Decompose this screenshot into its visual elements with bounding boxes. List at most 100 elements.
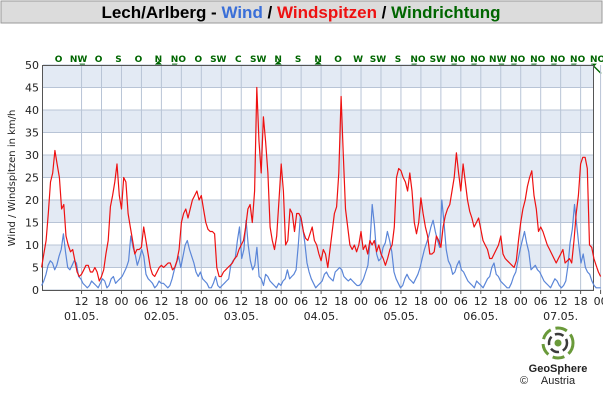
x-tick-21: 18 bbox=[494, 295, 508, 308]
y-tick-2: 10 bbox=[25, 239, 39, 252]
band-6 bbox=[43, 132, 593, 155]
x-tick-1: 18 bbox=[95, 295, 109, 308]
direction-label-4: O bbox=[135, 55, 143, 65]
series-gusts bbox=[41, 86, 602, 282]
x-tick-7: 06 bbox=[214, 295, 228, 308]
y-tick-4: 20 bbox=[25, 194, 39, 207]
direction-label-27: NO bbox=[590, 55, 603, 65]
band-4 bbox=[43, 177, 593, 200]
x-tick-11: 06 bbox=[294, 295, 308, 308]
x-tick-22: 00 bbox=[514, 295, 528, 308]
title-sep-1: - bbox=[206, 3, 221, 22]
y-tick-0: 0 bbox=[32, 284, 39, 297]
plot-frame bbox=[42, 65, 594, 291]
x-tick-23: 06 bbox=[534, 295, 548, 308]
direction-label-22: NW bbox=[489, 55, 507, 65]
x-tick-26: 00 bbox=[594, 295, 603, 308]
direction-label-12: S bbox=[295, 55, 301, 65]
direction-label-18: NO bbox=[410, 55, 426, 65]
x-tick-18: 00 bbox=[434, 295, 448, 308]
band-9 bbox=[43, 65, 593, 88]
copyright-mark: © bbox=[520, 375, 528, 387]
direction-label-10: SW bbox=[250, 55, 266, 65]
background-bands bbox=[43, 65, 593, 290]
direction-label-20: NO bbox=[450, 55, 466, 65]
brand-sub: Austria bbox=[541, 375, 576, 387]
x-tick-20: 12 bbox=[474, 295, 488, 308]
direction-label-0: O bbox=[55, 55, 63, 65]
x-tick-3: 06 bbox=[134, 295, 148, 308]
x-tick-6: 00 bbox=[194, 295, 208, 308]
title-gusts: Windspitzen bbox=[277, 3, 377, 22]
direction-label-23: NO bbox=[510, 55, 526, 65]
x-tick-8: 12 bbox=[234, 295, 248, 308]
y-tick-6: 30 bbox=[25, 149, 39, 162]
title-wind: Wind bbox=[221, 3, 262, 22]
band-7 bbox=[43, 110, 593, 133]
brand-name: GeoSphere bbox=[529, 363, 588, 375]
x-tick-2: 00 bbox=[114, 295, 128, 308]
day-label-1: 02.05. bbox=[144, 310, 179, 323]
title-sep-2: / bbox=[263, 3, 277, 22]
y-tick-5: 25 bbox=[25, 172, 39, 185]
x-tick-25: 18 bbox=[574, 295, 588, 308]
direction-label-11: N bbox=[274, 55, 282, 65]
direction-label-15: W bbox=[353, 55, 363, 65]
direction-label-5: N bbox=[155, 55, 163, 65]
x-tick-19: 06 bbox=[454, 295, 468, 308]
chart-title: Lech/Arlberg - Wind / Windspitzen / Wind… bbox=[101, 3, 500, 22]
x-tick-13: 18 bbox=[334, 295, 348, 308]
direction-label-25: NO bbox=[550, 55, 566, 65]
direction-label-7: O bbox=[195, 55, 203, 65]
x-tick-15: 06 bbox=[374, 295, 388, 308]
direction-label-1: NW bbox=[70, 55, 88, 65]
y-tick-3: 15 bbox=[25, 217, 39, 230]
direction-label-21: NO bbox=[470, 55, 486, 65]
x-tick-12: 12 bbox=[314, 295, 328, 308]
y-tick-8: 40 bbox=[25, 104, 39, 117]
day-label-3: 04.05. bbox=[304, 310, 339, 323]
band-5 bbox=[43, 155, 593, 178]
y-axis-label: Wind / Windspitzen in km/h bbox=[7, 110, 18, 247]
direction-label-14: O bbox=[334, 55, 342, 65]
x-tick-10: 00 bbox=[274, 295, 288, 308]
direction-label-19: SW bbox=[430, 55, 446, 65]
x-tick-17: 18 bbox=[414, 295, 428, 308]
x-tick-9: 18 bbox=[254, 295, 268, 308]
band-8 bbox=[43, 87, 593, 110]
y-tick-1: 5 bbox=[32, 262, 39, 275]
direction-label-3: S bbox=[115, 55, 121, 65]
direction-label-9: C bbox=[235, 55, 242, 65]
y-tick-9: 45 bbox=[25, 82, 39, 95]
x-tick-0: 12 bbox=[75, 295, 89, 308]
geosphere-logo-icon bbox=[541, 326, 575, 360]
x-tick-24: 12 bbox=[554, 295, 568, 308]
title-bar bbox=[0, 0, 603, 24]
direction-label-8: SW bbox=[210, 55, 226, 65]
x-tick-4: 12 bbox=[154, 295, 168, 308]
direction-label-2: O bbox=[95, 55, 103, 65]
direction-label-16: SW bbox=[370, 55, 386, 65]
geosphere-logo: GeoSphere Austria © bbox=[520, 326, 588, 387]
direction-label-13: N bbox=[314, 55, 322, 65]
x-tick-16: 12 bbox=[394, 295, 408, 308]
title-sep-3: / bbox=[377, 3, 391, 22]
band-2 bbox=[43, 222, 593, 245]
band-0 bbox=[43, 267, 593, 290]
y-axis: 0 5 10 15 20 25 30 35 40 45 50 bbox=[25, 59, 39, 297]
day-label-2: 03.05. bbox=[224, 310, 259, 323]
title-direction: Windrichtung bbox=[391, 3, 500, 22]
band-3 bbox=[43, 200, 593, 223]
day-label-5: 06.05. bbox=[463, 310, 498, 323]
y-tick-7: 35 bbox=[25, 127, 39, 140]
x-axis: 12 18 00 06 12 18 00 06 12 18 00 06 12 18 00 06 12 18 00 06… bbox=[64, 290, 603, 323]
band-1 bbox=[43, 245, 593, 268]
y-tick-10: 50 bbox=[25, 59, 39, 72]
day-label-0: 01.05. bbox=[64, 310, 99, 323]
direction-label-6: NO bbox=[171, 55, 187, 65]
series-lines bbox=[41, 86, 602, 289]
x-tick-5: 18 bbox=[174, 295, 188, 308]
day-label-6: 07.05. bbox=[543, 310, 578, 323]
x-tick-14: 00 bbox=[354, 295, 368, 308]
